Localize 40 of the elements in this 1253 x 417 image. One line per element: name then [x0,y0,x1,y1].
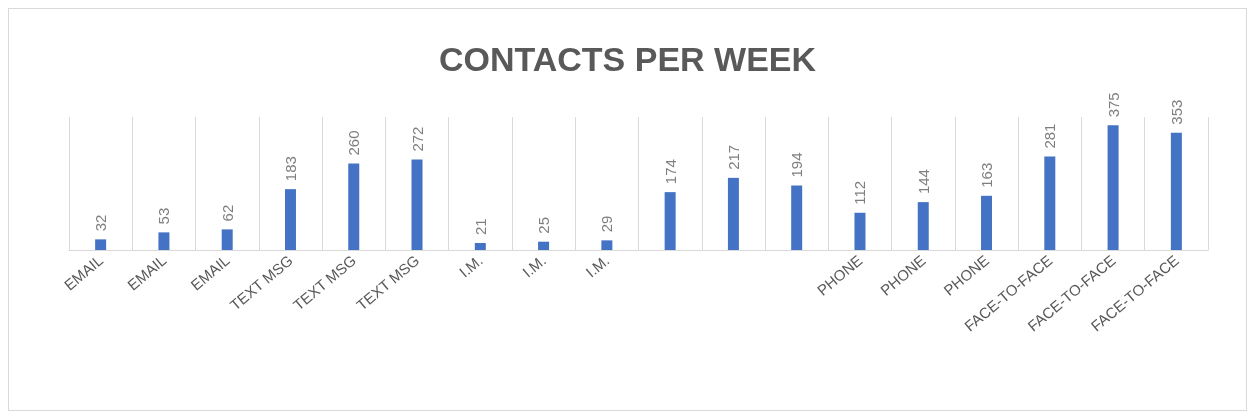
bar [158,232,170,250]
bar [348,163,360,250]
data-label: 217 [724,144,742,170]
chart-title: CONTACTS PER WEEK [438,40,817,78]
data-label: 53 [155,207,173,225]
data-label: 174 [661,159,679,185]
data-label: 21 [471,218,489,236]
data-label: 375 [1104,92,1122,118]
bar [854,212,866,250]
data-label: 112 [851,180,869,205]
x-tick-label: I.M. [582,251,613,281]
bar [981,195,993,250]
bar [95,239,107,250]
data-label: 144 [914,169,932,195]
bar [284,189,296,250]
data-label: 29 [598,215,616,233]
bar [664,192,676,250]
bar [221,229,233,250]
bar [1044,156,1056,250]
x-tick-label: I.M. [518,251,550,281]
data-label: 183 [281,156,299,182]
bar [538,241,550,250]
data-label: 194 [788,152,806,178]
data-label: 62 [218,204,236,222]
data-label: 281 [1041,123,1059,149]
bar [1170,132,1182,250]
bar [474,243,486,250]
x-tick-label: I.M. [455,251,486,281]
data-label: 272 [408,126,426,152]
bar [917,202,929,250]
data-label: 25 [535,217,553,234]
bar [411,159,423,250]
bar [601,240,613,250]
data-label: 260 [345,130,363,156]
data-label: 163 [978,162,996,188]
data-label: 353 [1167,99,1185,125]
bar [791,185,803,250]
bar [727,177,739,250]
data-label: 32 [92,214,110,232]
bar [1107,125,1119,250]
